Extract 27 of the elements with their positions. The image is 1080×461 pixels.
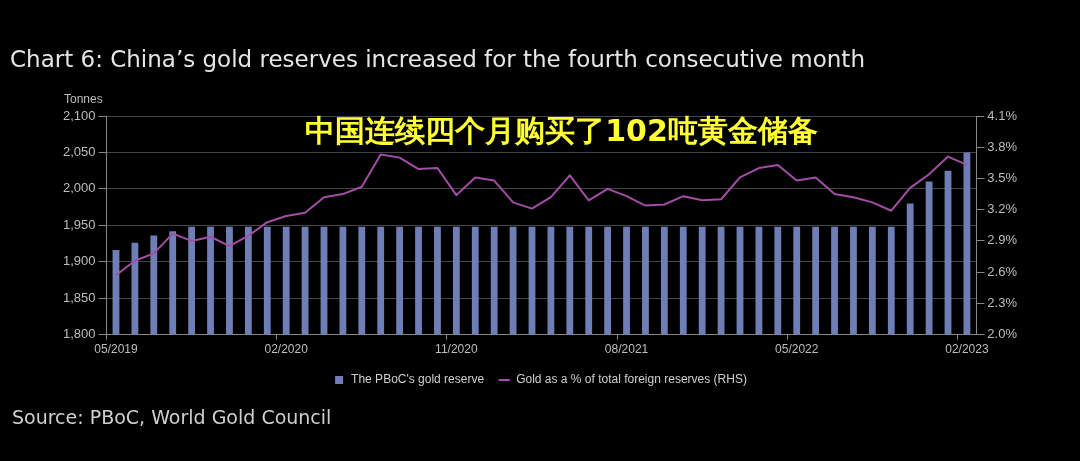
- legend-label: The PBoC's gold reserve: [351, 372, 485, 387]
- y-tick-label: 1,850: [62, 289, 96, 305]
- y-tick-label: 1,800: [62, 326, 96, 342]
- y-tick-label: 2,100: [62, 107, 96, 123]
- y-tick-label: 1,950: [62, 216, 96, 232]
- y2-tick-label: 3.5%: [987, 170, 1018, 186]
- y-tick-label: 2,050: [62, 144, 96, 160]
- y2-tick-label: 2.3%: [987, 294, 1018, 310]
- y-tick-label: 1,900: [62, 253, 96, 269]
- chart-title: Chart 6: China’s gold reserves increased for the fourth consecutive month: [10, 46, 865, 72]
- x-tick-label: 08/2021: [604, 342, 649, 357]
- x-tick-label: 02/2023: [945, 342, 989, 357]
- x-tick-label: 02/2020: [264, 342, 309, 357]
- y2-tick-label: 2.6%: [987, 263, 1018, 279]
- source-note: Source: PBoC, World Gold Council: [12, 406, 332, 428]
- y2-tick-label: 3.2%: [987, 201, 1018, 217]
- legend-label: Gold as a % of total foreign reserves (RHS): [516, 372, 747, 387]
- x-tick-label: 05/2022: [775, 342, 819, 357]
- y2-tick-label: 4.1%: [987, 107, 1018, 123]
- x-tick-label: 05/2019: [94, 342, 138, 357]
- y-axis-title: Tonnes: [64, 92, 103, 107]
- y-tick-label: 2,000: [62, 180, 96, 196]
- chart-subtitle: 中国连续四个月购买了102吨黄金储备: [305, 112, 818, 148]
- y2-tick-label: 2.0%: [987, 326, 1018, 342]
- y2-tick-label: 3.8%: [987, 138, 1018, 154]
- y2-tick-label: 2.9%: [987, 232, 1018, 248]
- x-tick-label: 11/2020: [435, 342, 478, 357]
